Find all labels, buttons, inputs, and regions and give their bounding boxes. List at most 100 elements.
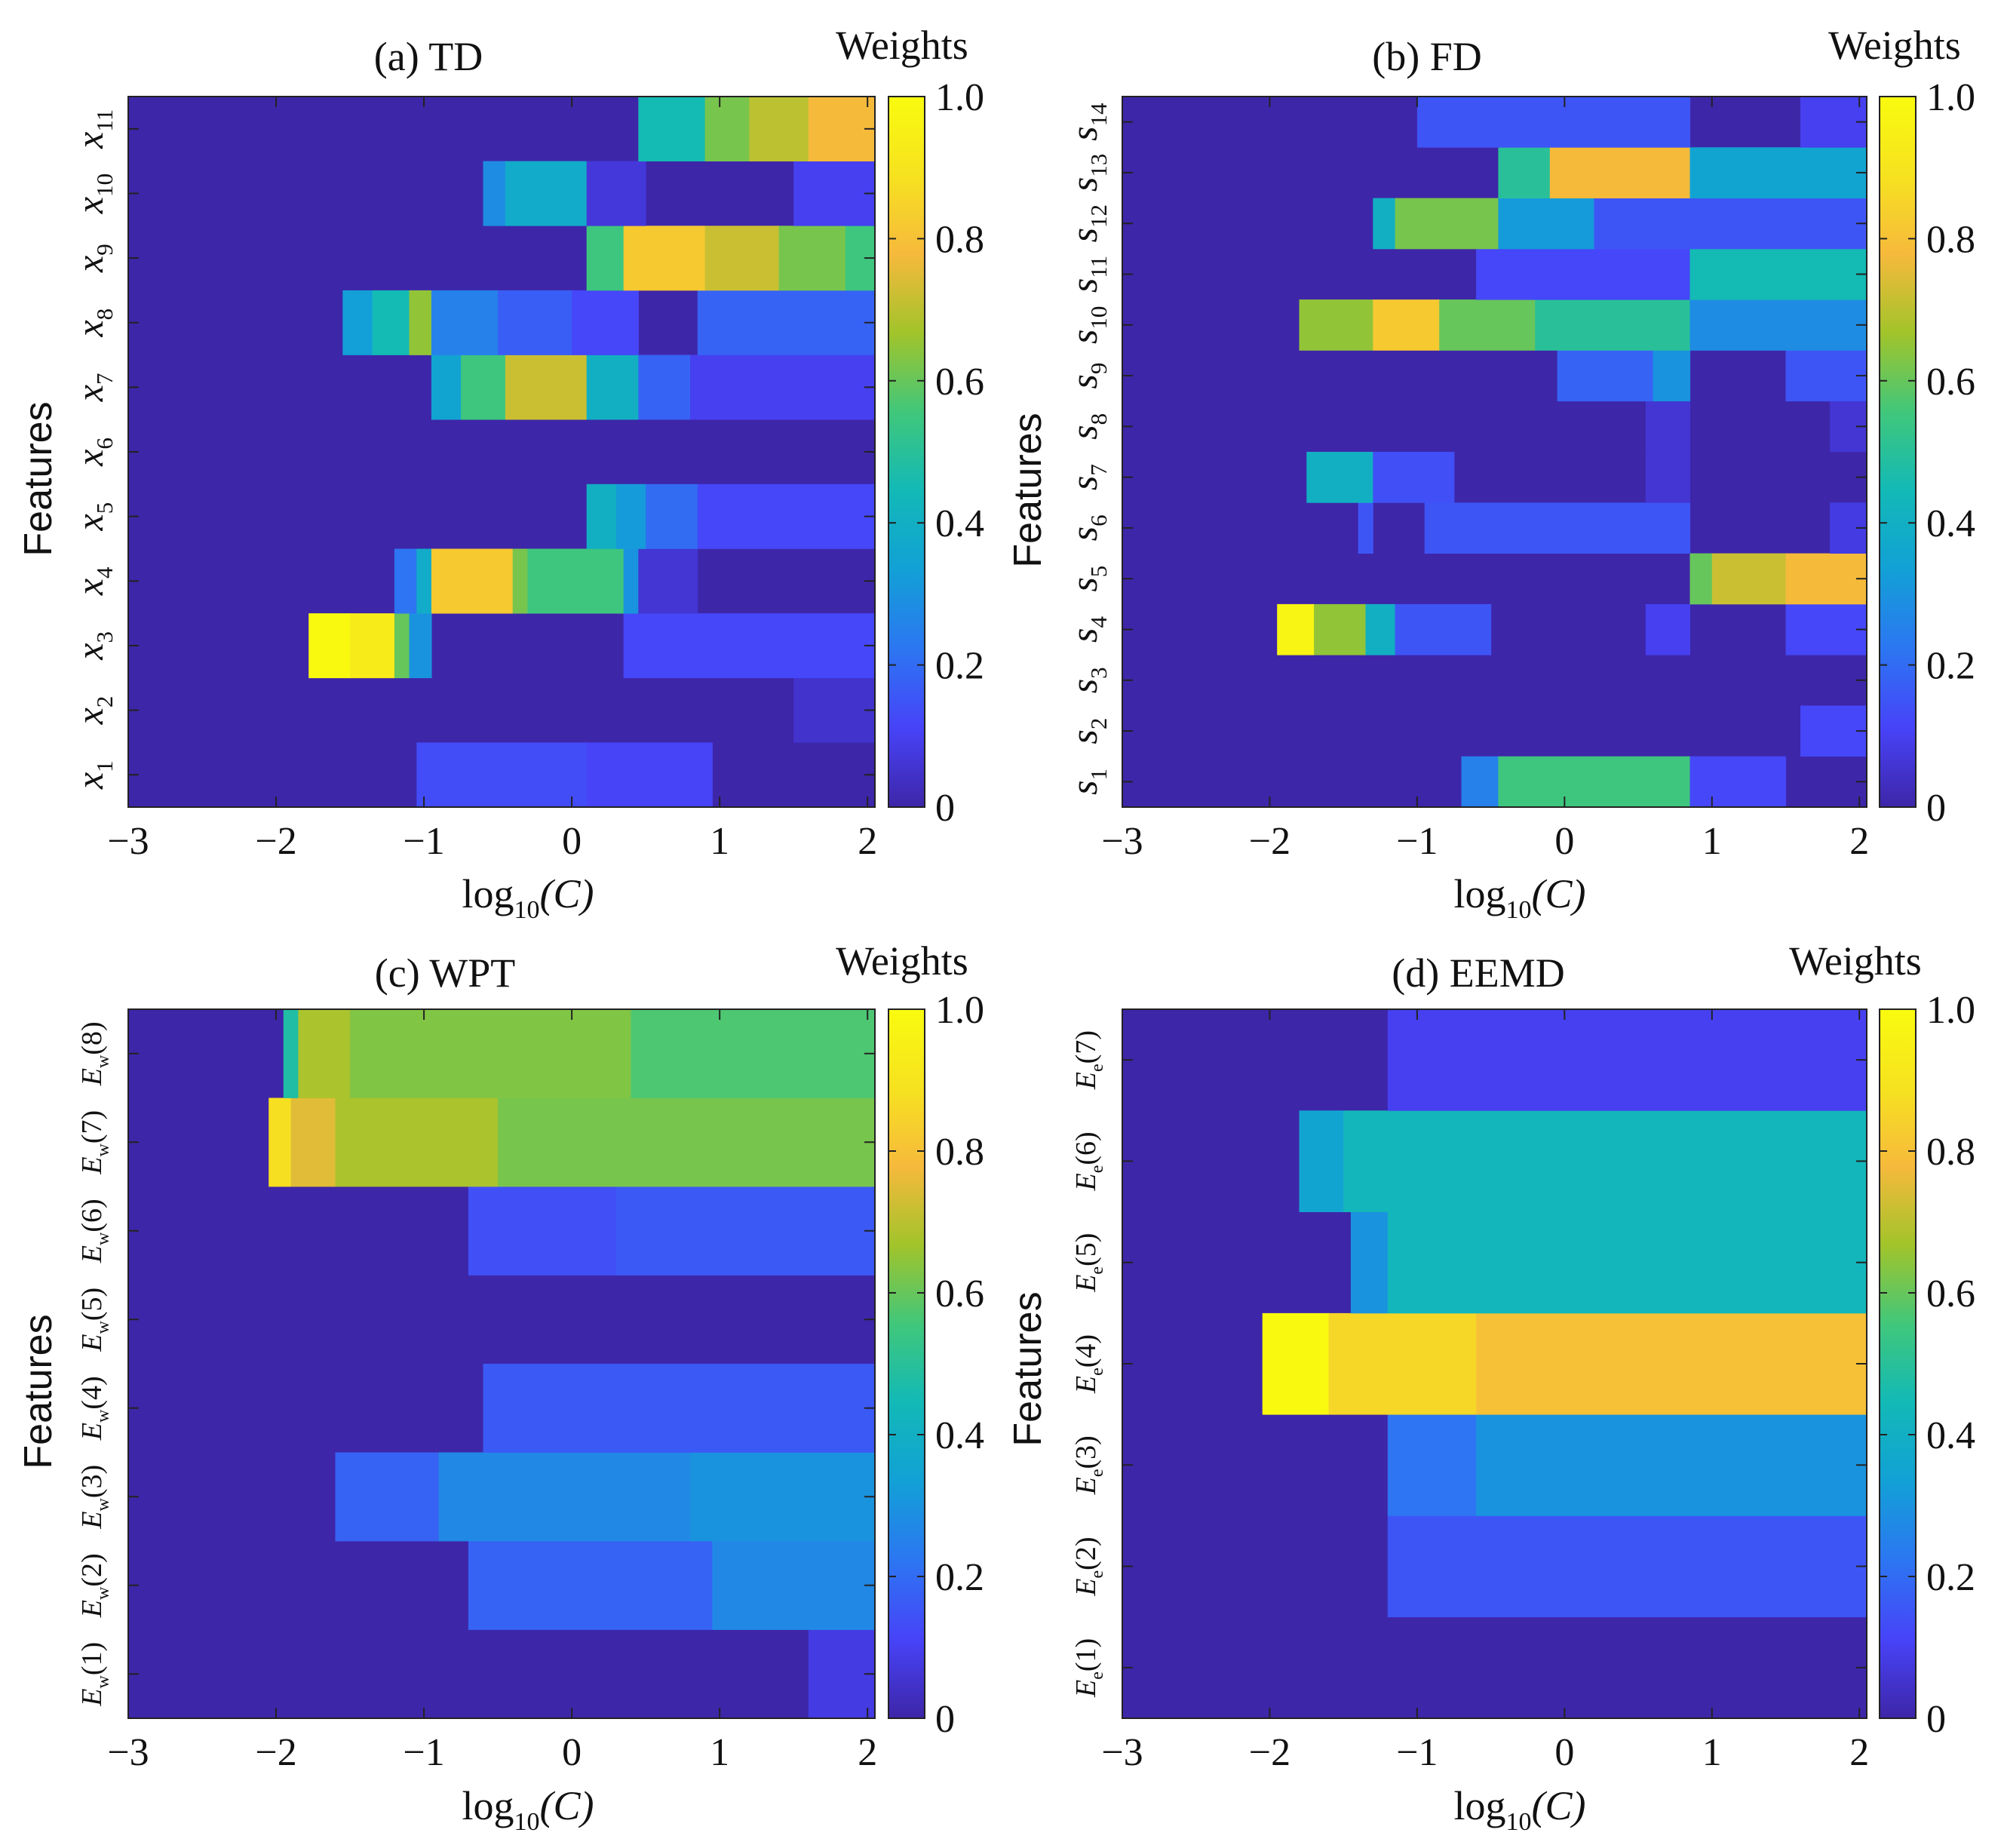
panel-b-colorbar-title: Weights bbox=[1828, 23, 1961, 68]
colorbar-gradient bbox=[888, 96, 925, 808]
heatmap-cell bbox=[483, 161, 506, 226]
y-tick-label: x10 bbox=[69, 173, 118, 214]
heatmap-cell bbox=[335, 1097, 499, 1187]
panel-c-x-ticks: −3 −2 −1 0 1 2 bbox=[107, 1009, 877, 1774]
colorbar-tick-label: 1.0 bbox=[935, 76, 984, 119]
y-tick-label: Ew(1) bbox=[76, 1642, 113, 1707]
panel-c-colorbar: 0 0.2 0.4 0.6 0.8 1.0 bbox=[888, 989, 984, 1741]
x-tick-label: −3 bbox=[1101, 820, 1143, 863]
heatmap-cell bbox=[793, 677, 876, 743]
colorbar-tick-label: 0.8 bbox=[1926, 218, 1975, 261]
x-tick-label: −2 bbox=[1249, 820, 1290, 863]
panel-c-y-ticks: Ew(1) Ew(2) Ew(3) Ew(4) Ew(5) Ew(6) Ew(7) Ew(8) bbox=[76, 1021, 875, 1707]
heatmap-cell bbox=[1800, 705, 1867, 757]
y-tick-label: Ee(3) bbox=[1070, 1435, 1107, 1495]
heatmap-cell bbox=[1314, 603, 1367, 655]
panel-d-x-axis-label: log10(C) bbox=[1454, 1783, 1586, 1836]
heatmap-cell bbox=[1645, 603, 1690, 655]
panel-b-y-ticks: s1 s2 s3 s4 s5 s6 s7 s8 s9 s10 s11 s12 s13 s14 bbox=[1063, 103, 1867, 795]
heatmap-cell bbox=[1306, 452, 1373, 503]
panel-a-y-ticks: x1 x2 x3 x4 x5 x6 x7 x8 x9 x10 x11 bbox=[69, 109, 875, 790]
panel-d-colorbar-title: Weights bbox=[1789, 938, 1922, 984]
heatmap-cell bbox=[749, 97, 809, 161]
heatmap-cell bbox=[1785, 350, 1867, 402]
heatmap-cell bbox=[586, 226, 625, 291]
heatmap-cell bbox=[1711, 553, 1787, 605]
heatmap-cell bbox=[1439, 299, 1536, 351]
heatmap-cell bbox=[1373, 198, 1396, 250]
panel-a-x-ticks: −3 −2 −1 0 1 2 bbox=[107, 97, 877, 863]
heatmap-cell bbox=[808, 97, 876, 161]
y-tick-label: s3 bbox=[1063, 667, 1112, 693]
panel-b-colorbar: 0 0.2 0.4 0.6 0.8 1.0 bbox=[1879, 76, 1975, 830]
heatmap-cell bbox=[1498, 756, 1691, 808]
x-tick-label: 2 bbox=[858, 1731, 877, 1774]
panel-d-x-ticks: −3 −2 −1 0 1 2 bbox=[1101, 1009, 1869, 1774]
heatmap-cell bbox=[586, 161, 646, 226]
panel-b: (b) FD Weights −3 −2 −1 0 1 2 s1s2s3s4s5s6s7s… bbox=[1006, 23, 1975, 924]
y-tick-label: Ee(1) bbox=[1070, 1638, 1107, 1698]
heatmap-cell bbox=[1395, 198, 1499, 250]
heatmap-cell bbox=[690, 355, 876, 420]
y-tick-label: s8 bbox=[1063, 413, 1112, 440]
heatmap-cell bbox=[350, 613, 395, 679]
heatmap-cell bbox=[1594, 198, 1867, 250]
panel-b-heatmap bbox=[1277, 97, 1867, 808]
heatmap-cell bbox=[461, 355, 506, 420]
heatmap-cell bbox=[704, 226, 780, 291]
heatmap-cell bbox=[1785, 553, 1867, 605]
heatmap-cell bbox=[1387, 1414, 1477, 1516]
heatmap-cell bbox=[778, 226, 846, 291]
heatmap-cell bbox=[1476, 1312, 1867, 1415]
y-tick-label: s2 bbox=[1063, 718, 1112, 744]
heatmap-cell bbox=[431, 355, 462, 420]
heatmap-cell bbox=[697, 290, 876, 355]
colorbar-tick-label: 0.2 bbox=[1926, 645, 1975, 688]
heatmap-cell bbox=[416, 742, 588, 808]
y-tick-label: Ee(2) bbox=[1070, 1537, 1107, 1597]
panel-d-plot-frame bbox=[1122, 1008, 1867, 1719]
x-tick-label: 0 bbox=[562, 820, 582, 863]
heatmap-cell bbox=[416, 548, 432, 614]
panel-a-plot-frame bbox=[127, 96, 876, 808]
heatmap-cell bbox=[1498, 147, 1551, 198]
panel-b-x-axis-label: log10(C) bbox=[1454, 871, 1586, 924]
x-tick-label: −3 bbox=[1101, 1731, 1143, 1774]
x-tick-label: 0 bbox=[1554, 820, 1574, 863]
heatmap-cell bbox=[638, 548, 698, 614]
heatmap-cell bbox=[1328, 1312, 1477, 1415]
panel-d: (d) EEMD Weights −3 −2 −1 0 1 2 Ee(1) Ee(2) Ee(… bbox=[1006, 938, 1975, 1836]
y-tick-label: x7 bbox=[69, 373, 118, 403]
heatmap-cell bbox=[527, 548, 625, 614]
y-tick-label: s14 bbox=[1063, 103, 1112, 141]
heatmap-cell bbox=[1365, 603, 1396, 655]
panel-a-y-axis-label: Features bbox=[17, 401, 60, 556]
heatmap-cell bbox=[623, 226, 706, 291]
colorbar-gradient bbox=[1879, 1008, 1917, 1719]
heatmap-cell bbox=[394, 613, 410, 679]
panel-d-heatmap bbox=[1262, 1009, 1867, 1618]
y-tick-label: s11 bbox=[1063, 256, 1112, 293]
x-tick-label: 0 bbox=[562, 1731, 582, 1774]
heatmap-cell bbox=[394, 548, 417, 614]
heatmap-cell bbox=[793, 161, 876, 226]
heatmap-cell bbox=[1476, 248, 1691, 300]
colorbar-tick-label: 0.2 bbox=[935, 1556, 984, 1599]
panel-a-colorbar: 0 0.2 0.4 0.6 0.8 1.0 bbox=[888, 76, 984, 830]
y-tick-label: s5 bbox=[1063, 566, 1112, 592]
y-tick-label: Ew(4) bbox=[76, 1376, 113, 1441]
panel-b-y-axis-label: Features bbox=[1006, 413, 1050, 567]
heatmap-cell bbox=[638, 355, 691, 420]
y-tick-label: x8 bbox=[69, 309, 118, 338]
x-tick-label: −1 bbox=[403, 820, 444, 863]
panel-a-colorbar-title: Weights bbox=[836, 23, 968, 68]
y-tick-label: Ee(6) bbox=[1070, 1131, 1107, 1191]
heatmap-cell bbox=[342, 290, 373, 355]
heatmap-cell bbox=[372, 290, 410, 355]
y-tick-label: Ew(6) bbox=[76, 1199, 113, 1263]
heatmap-cell bbox=[1358, 502, 1373, 554]
y-tick-label: x6 bbox=[69, 437, 118, 467]
colorbar-tick-label: 0.4 bbox=[935, 1414, 984, 1457]
panel-d-title: (d) EEMD bbox=[1392, 950, 1564, 996]
colorbar-tick-label: 0.8 bbox=[1926, 1131, 1975, 1174]
